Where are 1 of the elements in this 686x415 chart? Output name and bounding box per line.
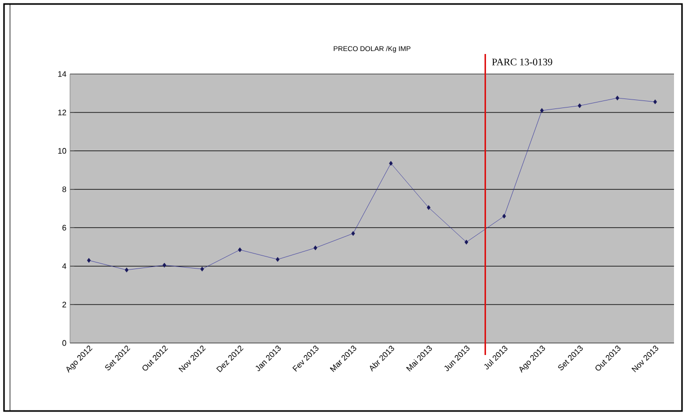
ref-line-label: PARC 13-0139 — [492, 58, 552, 66]
